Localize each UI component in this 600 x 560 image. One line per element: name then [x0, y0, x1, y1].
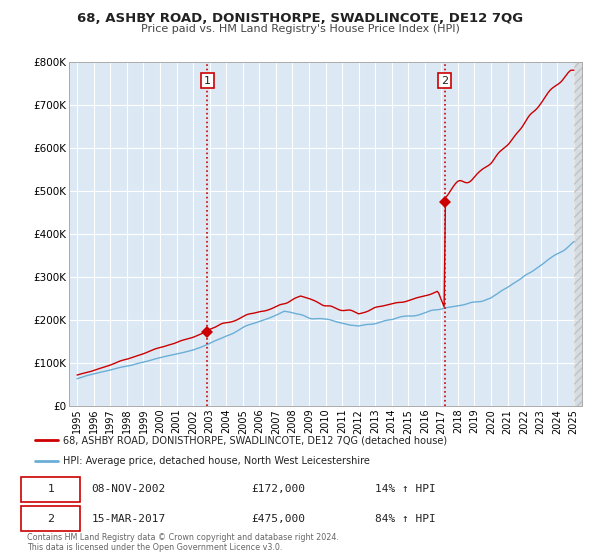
FancyBboxPatch shape [22, 477, 80, 502]
Text: 15-MAR-2017: 15-MAR-2017 [92, 514, 166, 524]
Text: 1: 1 [204, 76, 211, 86]
Text: 14% ↑ HPI: 14% ↑ HPI [375, 484, 436, 494]
Text: 08-NOV-2002: 08-NOV-2002 [92, 484, 166, 494]
Text: 1: 1 [47, 484, 55, 494]
Text: £475,000: £475,000 [251, 514, 305, 524]
Text: Price paid vs. HM Land Registry's House Price Index (HPI): Price paid vs. HM Land Registry's House … [140, 24, 460, 34]
Text: £172,000: £172,000 [251, 484, 305, 494]
Text: This data is licensed under the Open Government Licence v3.0.: This data is licensed under the Open Gov… [27, 543, 283, 552]
Text: Contains HM Land Registry data © Crown copyright and database right 2024.: Contains HM Land Registry data © Crown c… [27, 533, 339, 542]
Text: 68, ASHBY ROAD, DONISTHORPE, SWADLINCOTE, DE12 7QG: 68, ASHBY ROAD, DONISTHORPE, SWADLINCOTE… [77, 12, 523, 25]
Text: HPI: Average price, detached house, North West Leicestershire: HPI: Average price, detached house, Nort… [64, 456, 370, 466]
Bar [574, 62, 582, 406]
FancyBboxPatch shape [22, 506, 80, 531]
Text: 2: 2 [441, 76, 448, 86]
Text: 68, ASHBY ROAD, DONISTHORPE, SWADLINCOTE, DE12 7QG (detached house): 68, ASHBY ROAD, DONISTHORPE, SWADLINCOTE… [64, 436, 448, 446]
Text: 2: 2 [47, 514, 55, 524]
Text: 84% ↑ HPI: 84% ↑ HPI [375, 514, 436, 524]
